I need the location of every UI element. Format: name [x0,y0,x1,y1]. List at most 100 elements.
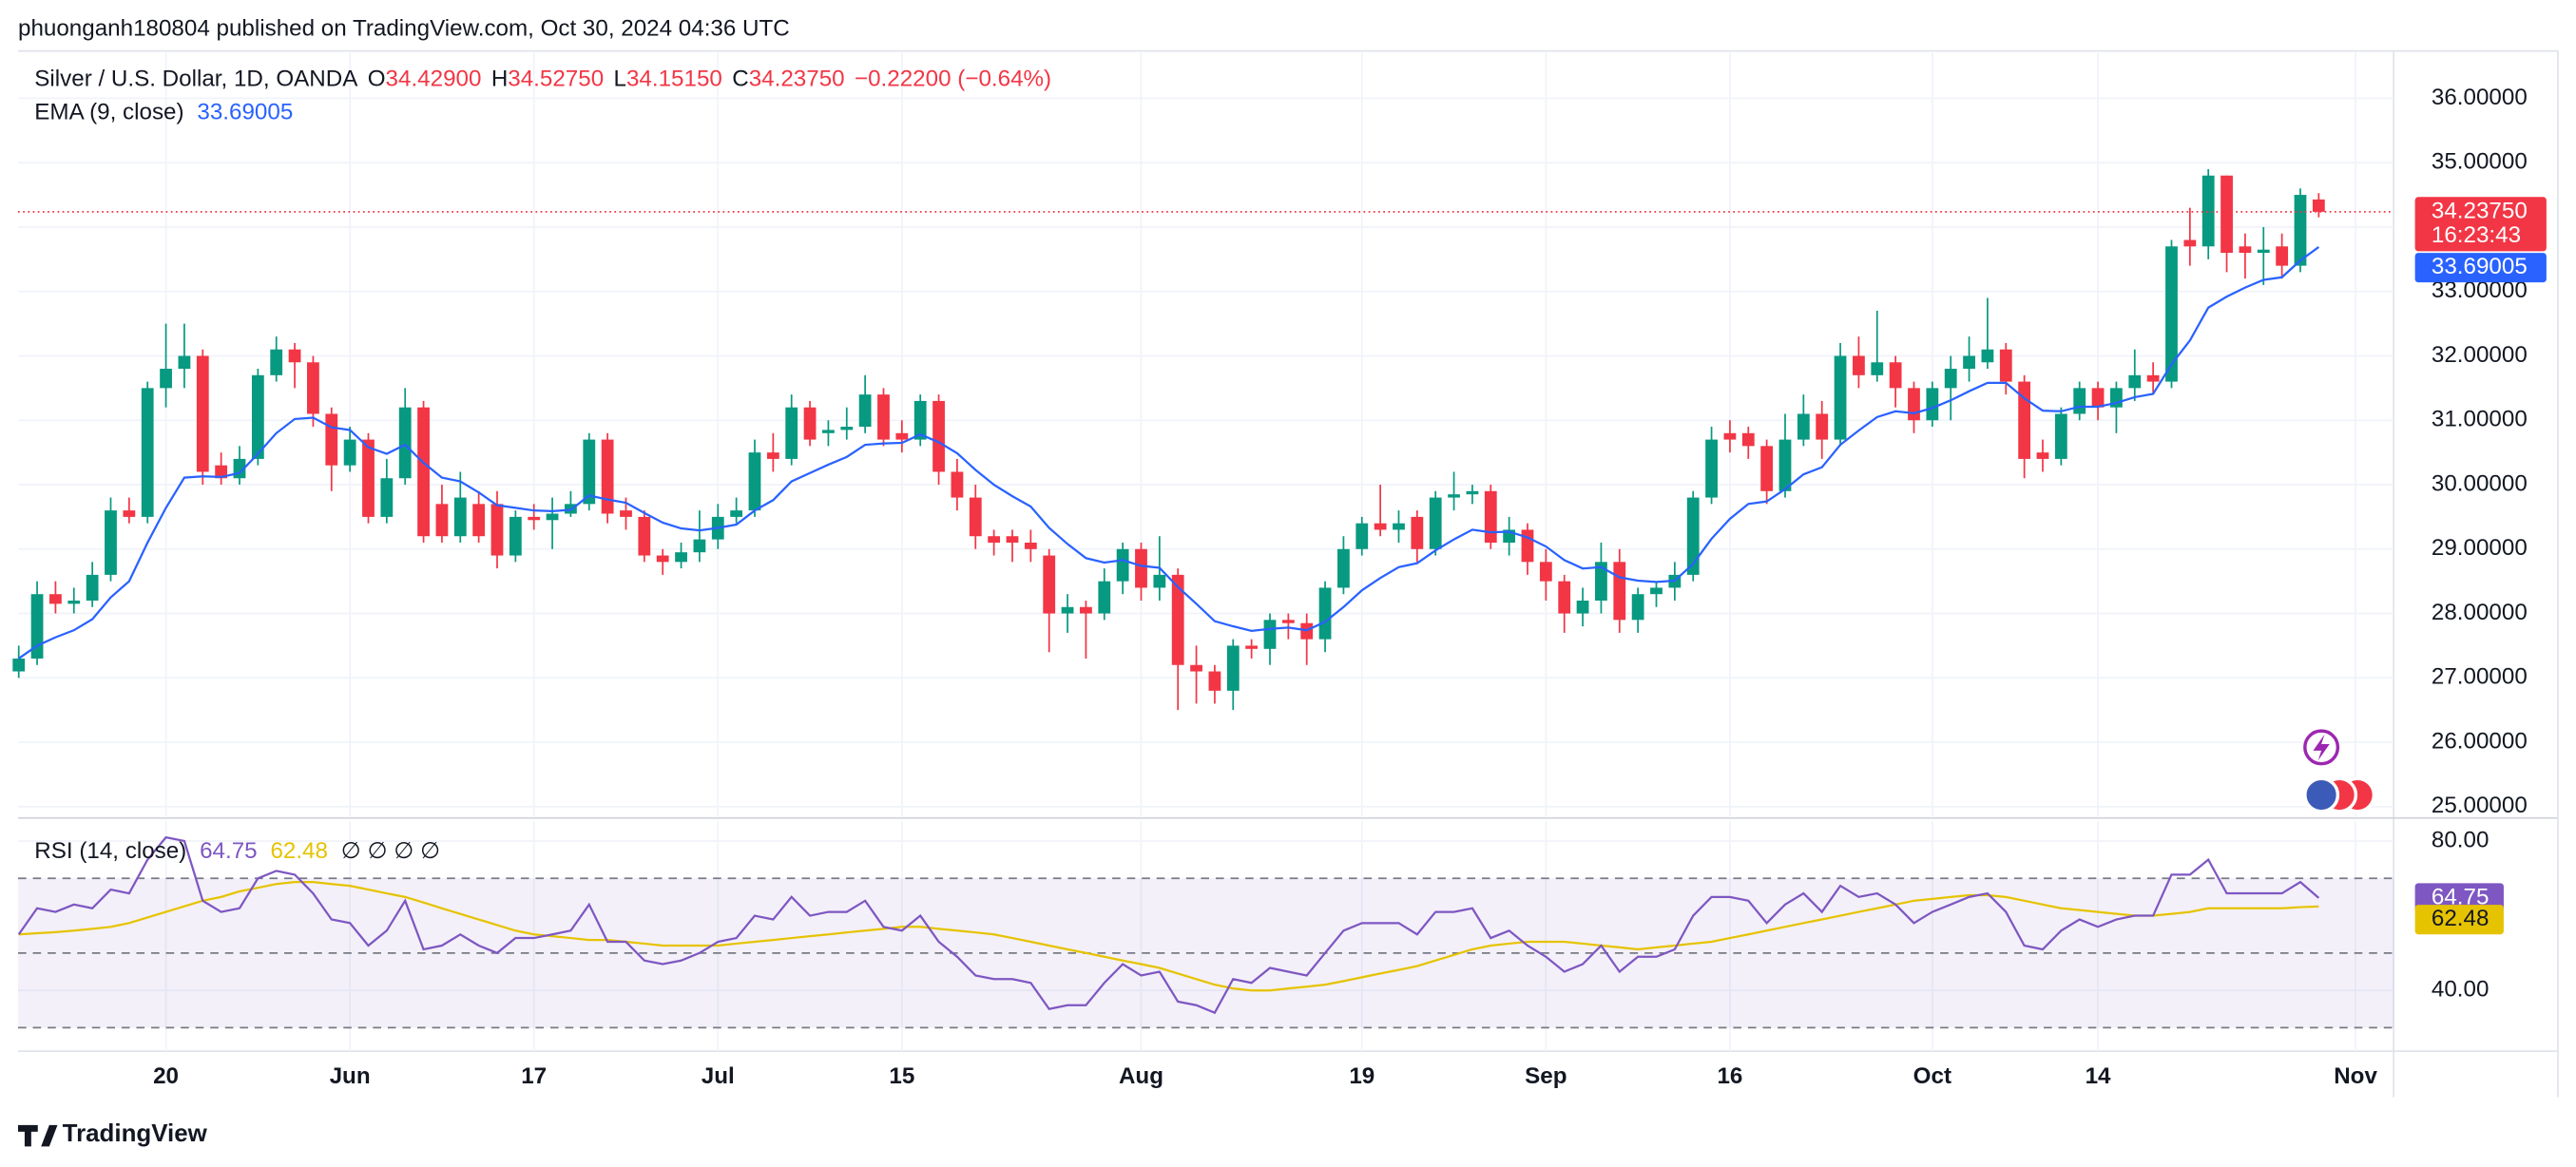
candle-body [509,516,522,556]
x-tick-label: Nov [2334,1063,2377,1089]
candle-body [913,400,927,440]
candle-body [1429,497,1442,549]
candle-body [2294,195,2307,266]
candle-body [1226,645,1240,691]
candle-body [1521,529,1534,563]
candle-body [748,452,761,511]
candle-body [2183,239,2197,247]
candle-body [693,539,706,553]
candle-body [583,439,596,505]
candle-body [307,362,319,414]
x-tick-label: 20 [153,1063,179,1089]
candle-body [546,513,559,521]
rsi-value: 62.48 [270,838,328,864]
candle-body [1135,548,1147,588]
candle-body [1705,439,1718,498]
y-tick-label: 32.00000 [2432,342,2528,368]
x-tick-label: 19 [1349,1063,1375,1089]
candle-body [2201,175,2215,247]
candle-body [932,400,945,472]
candle-body [380,478,394,517]
rsi-tag-label: 62.48 [2432,906,2489,931]
rsi-value: 64.75 [200,838,258,864]
x-tick-label: 16 [1717,1063,1742,1089]
candle-body [2165,246,2178,382]
candle-body [1374,523,1387,530]
y-tick-label: 27.00000 [2432,664,2528,690]
y-tick-label: 30.00000 [2432,470,2528,496]
x-tick-label: Aug [1119,1063,1163,1089]
rsi-tag [2414,905,2504,935]
candle-body [601,439,614,514]
candle-body [1778,439,1792,491]
event-bolt [2313,734,2330,761]
y-tick-label: 25.00000 [2432,793,2528,818]
x-tick-label: 15 [889,1063,914,1089]
candle-body [1741,432,1755,447]
ohlc-key: O [368,67,386,92]
candle-body [1539,562,1552,582]
ema-tag [2414,253,2547,283]
y-tick-label: 28.00000 [2432,600,2528,625]
x-tick-label: Jun [330,1063,371,1089]
candle-body [417,407,430,537]
change: −0.22200 (−0.64%) [855,67,1051,92]
candle-body [2036,452,2049,459]
candle-body [1999,349,2012,382]
candle-body [343,439,356,466]
candle-body [528,516,541,521]
candle-body [895,432,909,440]
candle-body [803,407,817,440]
brand-logo [18,1124,58,1147]
candle-body [1650,587,1663,595]
candle-body [1171,574,1184,665]
ohlc-key: C [732,67,748,92]
candle-body [1686,497,1700,575]
candle-body [2239,246,2252,254]
event-flag[interactable] [2303,776,2340,813]
candle-body [1926,388,1939,421]
ema-tag-label: 33.69005 [2432,254,2528,279]
y-tick-label: 29.00000 [2432,535,2528,561]
ema-name: EMA (9, close) [34,100,183,125]
candle-body [49,594,62,604]
candle-body [105,510,117,575]
candle-body [1190,664,1202,672]
candle-body [160,369,172,389]
candle-body [1006,536,1019,543]
candle-body [30,594,44,659]
candle-body [1908,388,1920,421]
candle-body [1981,349,1994,363]
line-series [17,835,2320,1015]
ohlc-value: 34.15150 [626,67,722,92]
candle-body [2073,388,2086,414]
countdown: 16:23:43 [2432,222,2521,248]
candle-body [2018,381,2031,459]
candle-body [1963,355,1975,370]
y-tick-label: 35.00000 [2432,149,2528,175]
candle-body [1613,562,1626,621]
candle-body [2276,246,2289,266]
candle-body [1411,516,1424,549]
candle-body [988,536,1001,543]
candles [12,168,2394,711]
ema-value: 33.69005 [197,100,293,125]
rsi-flags: ∅ ∅ ∅ ∅ [341,838,440,864]
labels: 20 Jun 17 Jul 15 Aug 19 Sep 16 Oct 14 Nov 25.00000 26… [34,67,2547,1089]
candle-body [1153,574,1166,588]
candle-body [178,355,191,370]
y-tick-label: 36.00000 [2432,85,2528,110]
x-tick-label: 14 [2086,1063,2111,1089]
candle-body [1281,620,1295,623]
price-tag-label: 34.23750 [2432,198,2528,223]
candle-body [325,413,338,466]
ohlc-value: 34.42900 [386,67,482,92]
candle-body [2312,199,2325,212]
x-tick-label: Jul [702,1063,735,1089]
candle-body [67,600,81,604]
candle-body [1576,600,1589,614]
candle-body [288,349,301,363]
candle-body [1098,581,1111,614]
candle-body [1723,432,1737,440]
